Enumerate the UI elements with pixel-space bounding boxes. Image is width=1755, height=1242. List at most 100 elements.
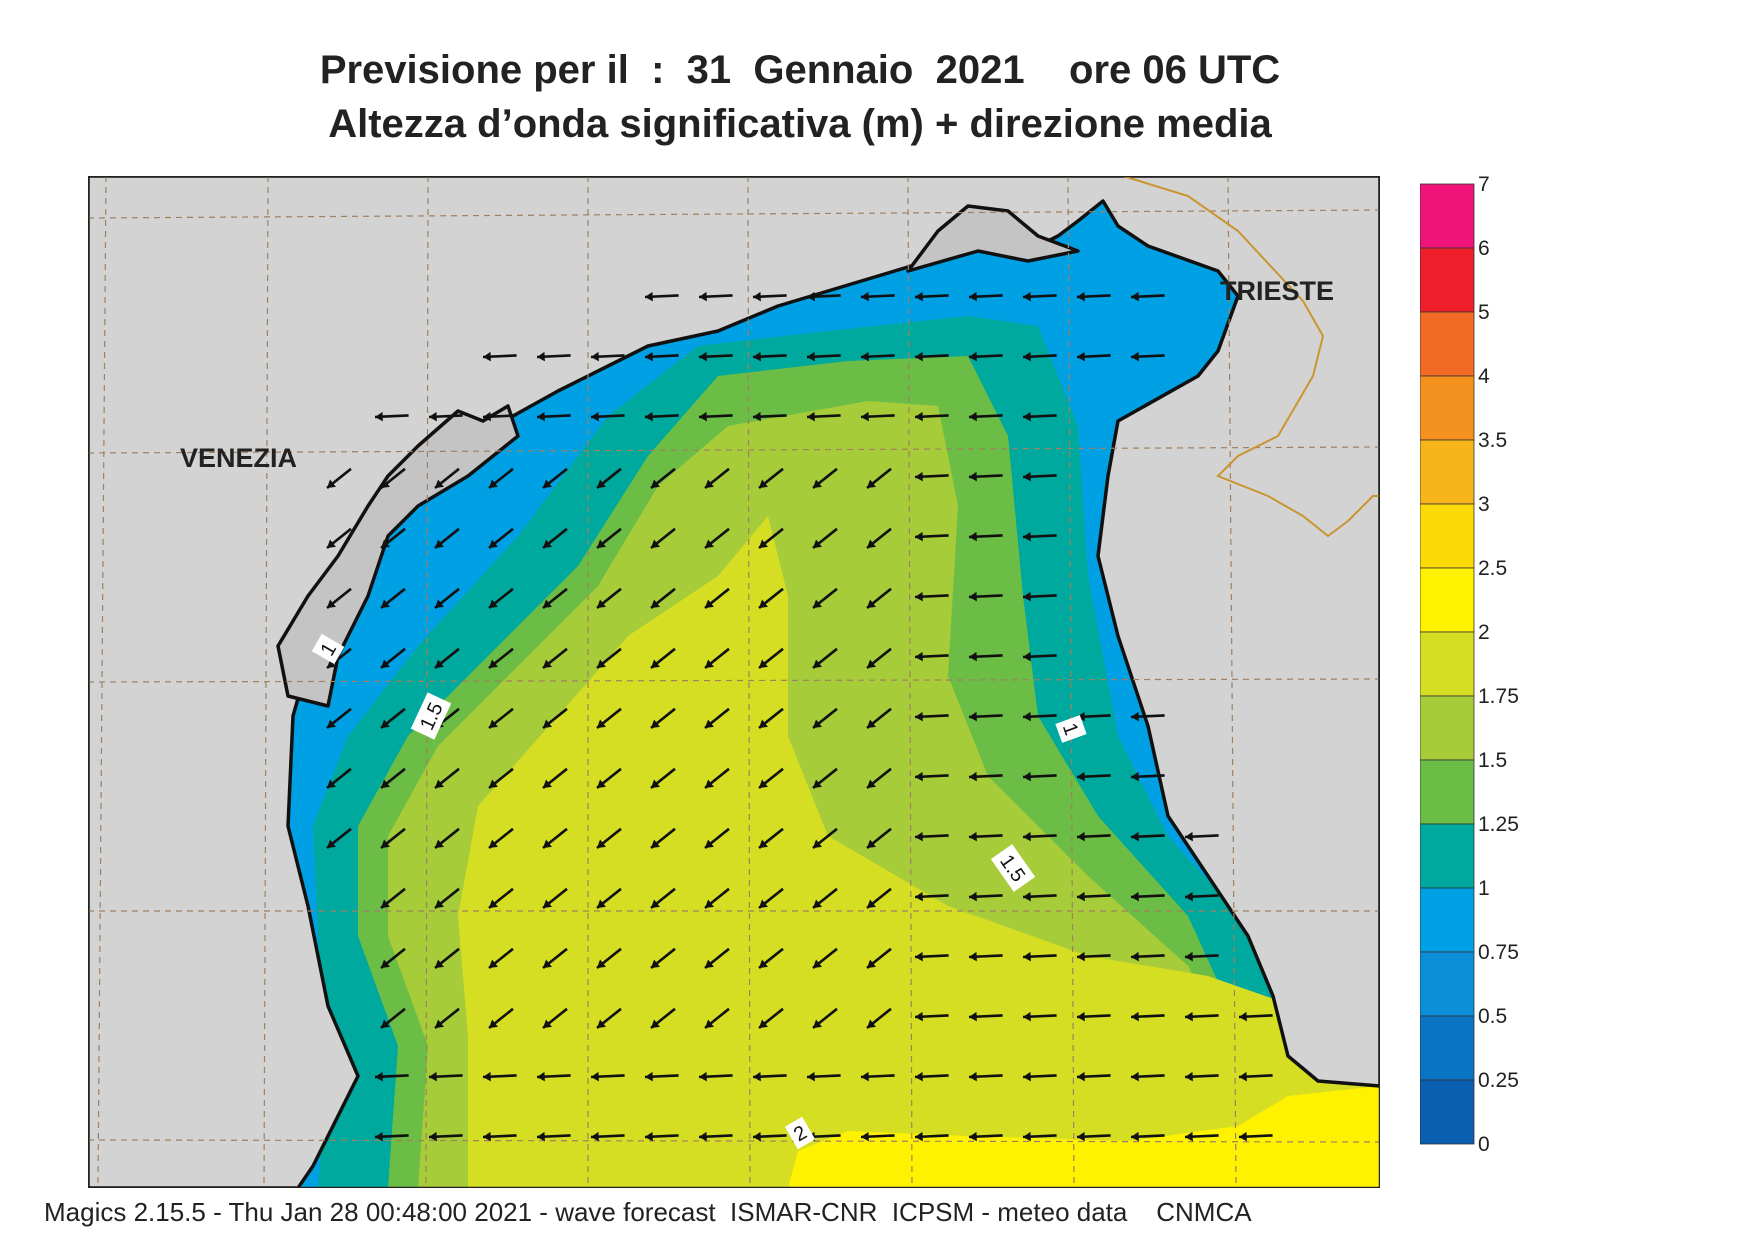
wave-direction-arrowhead bbox=[597, 719, 606, 728]
wave-direction-arrowhead bbox=[1023, 831, 1031, 842]
wave-direction-arrowhead bbox=[1131, 711, 1139, 722]
wave-direction-arrowhead bbox=[705, 479, 714, 488]
wave-direction-arrowhead bbox=[1077, 1131, 1085, 1142]
colorbar-tick-label: 3.5 bbox=[1478, 429, 1507, 452]
wave-direction-arrowhead bbox=[699, 1071, 707, 1082]
wave-direction-arrowhead bbox=[969, 711, 977, 722]
wave-direction-arrowhead bbox=[915, 831, 923, 842]
colorbar-swatch bbox=[1420, 759, 1475, 825]
colorbar-tick-label: 1 bbox=[1478, 877, 1490, 900]
wave-direction-arrowhead bbox=[483, 1071, 491, 1082]
colorbar-swatch bbox=[1420, 631, 1475, 697]
colorbar-tick-label: 0.75 bbox=[1478, 941, 1519, 964]
wave-direction-arrowhead bbox=[435, 899, 444, 908]
wave-direction-arrowhead bbox=[591, 411, 599, 422]
land-coastline bbox=[88, 176, 1380, 1188]
wave-direction-arrowhead bbox=[1023, 951, 1031, 962]
wave-direction-arrowhead bbox=[543, 779, 552, 788]
wave-direction-arrowhead bbox=[1131, 771, 1139, 782]
wave-direction-arrowhead bbox=[327, 839, 336, 848]
wave-direction-arrowhead bbox=[543, 1019, 552, 1028]
wave-direction-arrowhead bbox=[867, 779, 876, 788]
wave-direction-arrowhead bbox=[651, 839, 660, 848]
wave-direction-arrowhead bbox=[429, 1131, 437, 1142]
wave-direction-arrowhead bbox=[915, 711, 923, 722]
wave-direction-arrowhead bbox=[1131, 351, 1139, 362]
wave-direction-arrowhead bbox=[1131, 951, 1139, 962]
wave-direction-arrowhead bbox=[759, 959, 768, 968]
wave-direction-arrowhead bbox=[1023, 531, 1031, 542]
wave-direction-arrowhead bbox=[699, 291, 707, 302]
wave-direction-arrowhead bbox=[759, 539, 768, 548]
map-footer-credits: Magics 2.15.5 - Thu Jan 28 00:48:00 2021… bbox=[44, 1197, 1252, 1227]
wave-direction-arrowhead bbox=[705, 539, 714, 548]
wave-direction-arrowhead bbox=[381, 479, 390, 488]
colorbar-swatch bbox=[1420, 1079, 1475, 1145]
wave-direction-arrowhead bbox=[705, 1019, 714, 1028]
wave-direction-arrowhead bbox=[537, 411, 545, 422]
wave-direction-arrowhead bbox=[759, 779, 768, 788]
wave-direction-arrowhead bbox=[759, 1019, 768, 1028]
wave-direction-arrowhead bbox=[1185, 831, 1193, 842]
wave-direction-arrowhead bbox=[1023, 1011, 1031, 1022]
wave-direction-arrowhead bbox=[543, 899, 552, 908]
wave-direction-arrowhead bbox=[591, 1071, 599, 1082]
wave-direction-arrowhead bbox=[435, 1019, 444, 1028]
wave-direction-arrowhead bbox=[807, 291, 815, 302]
wave-direction-arrowhead bbox=[861, 351, 869, 362]
wave-direction-arrowhead bbox=[807, 1071, 815, 1082]
wave-direction-arrowhead bbox=[813, 899, 822, 908]
wave-direction-arrowhead bbox=[867, 839, 876, 848]
wave-direction-arrowhead bbox=[753, 1131, 761, 1142]
wave-direction-arrowhead bbox=[537, 1071, 545, 1082]
wave-direction-arrowhead bbox=[867, 539, 876, 548]
wave-direction-arrowhead bbox=[1185, 1071, 1193, 1082]
wave-direction-arrowhead bbox=[645, 1071, 653, 1082]
wave-direction-arrowhead bbox=[375, 1071, 383, 1082]
wave-direction-arrowhead bbox=[969, 651, 977, 662]
wave-direction-arrowhead bbox=[543, 719, 552, 728]
wave-direction-arrowhead bbox=[327, 539, 336, 548]
wave-direction-arrowhead bbox=[759, 719, 768, 728]
colorbar-tick-label: 4 bbox=[1478, 365, 1490, 388]
wave-direction-arrowhead bbox=[381, 959, 390, 968]
wave-direction-arrowhead bbox=[1239, 1131, 1247, 1142]
wave-direction-arrowhead bbox=[813, 779, 822, 788]
band-1.75-2 bbox=[458, 516, 1380, 1188]
wave-direction-arrowhead bbox=[597, 659, 606, 668]
wave-direction-arrowhead bbox=[969, 831, 977, 842]
wave-direction-arrowhead bbox=[651, 719, 660, 728]
wave-direction-arrowhead bbox=[489, 959, 498, 968]
wave-direction-arrowhead bbox=[1023, 711, 1031, 722]
wave-direction-arrowhead bbox=[969, 471, 977, 482]
colorbar-swatch bbox=[1420, 951, 1475, 1017]
wave-direction-arrowhead bbox=[969, 1071, 977, 1082]
wave-direction-arrowhead bbox=[327, 479, 336, 488]
wave-direction-arrowhead bbox=[867, 599, 876, 608]
wave-direction-arrowhead bbox=[705, 599, 714, 608]
place-label-venezia: VENEZIA bbox=[180, 443, 297, 473]
wave-direction-arrowhead bbox=[969, 411, 977, 422]
wave-direction-arrowhead bbox=[381, 599, 390, 608]
wave-direction-arrowhead bbox=[705, 659, 714, 668]
wave-direction-arrowhead bbox=[915, 351, 923, 362]
wave-direction-arrowhead bbox=[597, 899, 606, 908]
wave-direction-arrowhead bbox=[759, 839, 768, 848]
colorbar-swatch bbox=[1420, 439, 1475, 505]
wave-direction-arrowhead bbox=[969, 891, 977, 902]
wave-direction-arrowhead bbox=[867, 479, 876, 488]
wave-direction-arrowhead bbox=[867, 719, 876, 728]
wave-direction-arrowhead bbox=[1077, 771, 1085, 782]
wave-direction-arrowhead bbox=[1239, 1071, 1247, 1082]
colorbar-swatch bbox=[1420, 695, 1475, 761]
colorbar-tick-label: 0.5 bbox=[1478, 1005, 1507, 1028]
wave-direction-arrowhead bbox=[1023, 411, 1031, 422]
wave-direction-arrowhead bbox=[435, 539, 444, 548]
wave-direction-arrowhead bbox=[435, 659, 444, 668]
wave-height-map: 1 1.5 1 1.5 2 VENEZIA TRIESTE bbox=[88, 176, 1380, 1188]
wave-direction-arrowhead bbox=[807, 411, 815, 422]
wave-direction-arrowhead bbox=[489, 539, 498, 548]
wave-direction-arrowhead bbox=[1023, 291, 1031, 302]
wave-direction-arrowhead bbox=[591, 351, 599, 362]
wave-direction-arrowhead bbox=[969, 771, 977, 782]
